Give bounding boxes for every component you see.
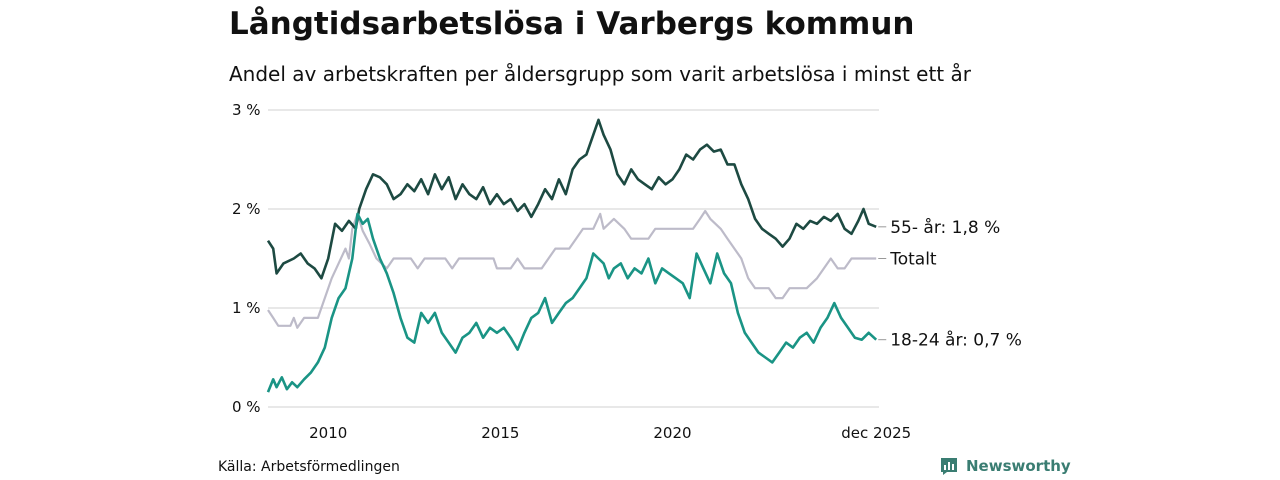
series-line-18-24-r [266, 212, 878, 393]
chart-title: Långtidsarbetslösa i Varbergs kommun [229, 6, 915, 42]
grid-layer [268, 109, 879, 408]
x-tick-label: 2020 [653, 424, 691, 442]
y-tick-label: 3 % [232, 101, 261, 119]
x-tick-label: 2010 [309, 424, 347, 442]
newsworthy-logo-icon [941, 458, 957, 475]
x-axis: 2010 2015 2020 dec 2025 [309, 424, 911, 442]
x-tick-label: dec 2025 [841, 424, 911, 442]
y-tick-label: 1 % [232, 299, 261, 317]
series-layer [266, 118, 878, 393]
series-line-totalt [267, 209, 877, 329]
x-tick-label: 2015 [481, 424, 519, 442]
end-labels: 55- år: 1,8 % Totalt 18-24 år: 0,7 % [878, 217, 1022, 351]
brand-name: Newsworthy [966, 457, 1071, 475]
end-label-totalt: Totalt [889, 250, 937, 270]
source-note: Källa: Arbetsförmedlingen [218, 459, 400, 475]
y-axis: 0 % 1 % 2 % 3 % [232, 101, 261, 416]
y-tick-label: 2 % [232, 200, 261, 218]
series-line-55-r [266, 118, 877, 280]
y-tick-label: 0 % [232, 398, 261, 416]
end-label-18-24-r: 18-24 år: 0,7 % [890, 330, 1022, 351]
end-label-55-r: 55- år: 1,8 % [890, 217, 1000, 238]
brand-logo[interactable]: Newsworthy [939, 456, 1071, 476]
chart-subtitle: Andel av arbetskraften per åldersgrupp s… [229, 62, 971, 86]
